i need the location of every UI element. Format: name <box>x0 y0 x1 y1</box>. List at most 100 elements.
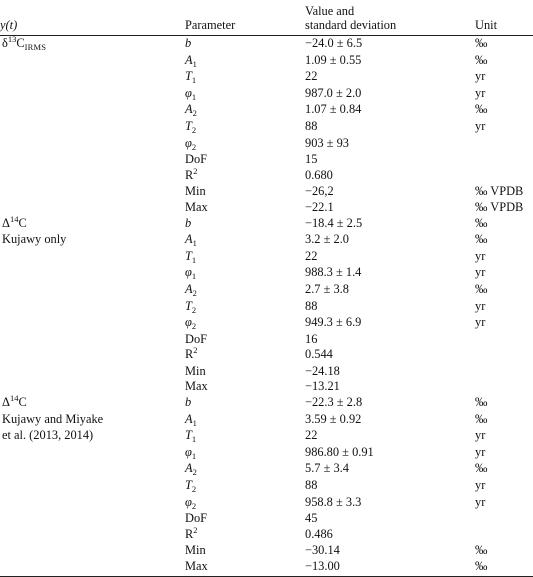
parameter-cell: Min <box>185 184 206 199</box>
parameter-cell: T2 <box>185 298 197 315</box>
unit-cell: yr <box>475 265 486 280</box>
table-row: R2 0.680 <box>0 166 533 185</box>
value-cell: −22.3 ± 2.8 <box>305 395 363 410</box>
value-cell: 22 <box>305 69 318 84</box>
parameter-cell: Max <box>185 199 208 214</box>
table-row: et al. (2013, 2014) T1 22 yr <box>0 428 533 445</box>
unit-cell: ‰ <box>475 52 488 67</box>
unit-cell <box>475 136 533 153</box>
parameter-cell: A2 <box>185 281 197 298</box>
parameter-cell: φ2 <box>185 494 197 511</box>
unit-cell: ‰ <box>475 411 488 426</box>
unit-cell: yr <box>475 248 486 263</box>
value-cell: −26,2 <box>305 184 334 199</box>
group-label: et al. (2013, 2014) <box>2 428 94 443</box>
table-row: Max −13.00 ‰ <box>0 559 533 575</box>
header-unit: Unit <box>475 18 498 32</box>
row-label-cell <box>0 364 185 380</box>
row-label-cell <box>0 379 185 395</box>
unit-cell: yr <box>475 298 486 313</box>
row-label-cell <box>0 347 185 364</box>
row-label-cell <box>0 53 185 70</box>
table-row: A1 1.09 ± 0.55 ‰ <box>0 53 533 70</box>
unit-cell: yr <box>475 85 486 100</box>
table-row: A2 5.7 ± 3.4 ‰ <box>0 461 533 478</box>
row-label-cell <box>0 136 185 153</box>
unit-cell: yr <box>475 118 486 133</box>
value-cell: 0.486 <box>305 526 333 541</box>
table-row: φ1 986.80 ± 0.91 yr <box>0 445 533 462</box>
row-label-cell <box>0 200 185 216</box>
row-label-cell: et al. (2013, 2014) <box>0 428 185 445</box>
table-row: T1 22 yr <box>0 69 533 86</box>
row-label-cell: Kujawy only <box>0 232 185 249</box>
parameter-cell: A2 <box>185 461 197 478</box>
parameter-cell: b <box>185 215 192 230</box>
table-row: Max −13.21 <box>0 379 533 395</box>
row-label-cell <box>0 86 185 103</box>
value-cell: −22.1 <box>305 199 334 214</box>
parameters-table: y(t) Parameter Value and standard deviati… <box>0 4 533 575</box>
unit-cell <box>475 527 533 544</box>
unit-cell: yr <box>475 494 486 509</box>
parameter-cell: DoF <box>185 152 208 167</box>
group-label: Kujawy and Miyake <box>2 411 104 426</box>
table-row: Δ14C b −18.4 ± 2.5 ‰ <box>0 214 533 233</box>
row-label-cell <box>0 184 185 200</box>
value-cell: 3.2 ± 2.0 <box>305 232 349 247</box>
unit-cell: yr <box>475 69 486 84</box>
table-row: DoF 15 <box>0 152 533 168</box>
table-row: Kujawy and Miyake A1 3.59 ± 0.92 ‰ <box>0 412 533 429</box>
table-row: Min −24.18 <box>0 364 533 380</box>
value-cell: 22 <box>305 428 318 443</box>
row-label-cell: Δ14C <box>0 214 185 233</box>
value-cell: −30.14 <box>305 543 340 558</box>
row-label-cell <box>0 69 185 86</box>
row-label-cell <box>0 299 185 316</box>
value-cell: 949.3 ± 6.9 <box>305 315 362 330</box>
parameter-cell: φ1 <box>185 265 197 282</box>
table-row: T2 88 yr <box>0 478 533 495</box>
row-label-cell <box>0 265 185 282</box>
value-cell: 15 <box>305 152 318 167</box>
parameter-cell: T2 <box>185 118 197 135</box>
parameter-cell: A1 <box>185 411 197 428</box>
row-label-cell <box>0 315 185 332</box>
value-cell: 45 <box>305 511 318 526</box>
value-cell: 958.8 ± 3.3 <box>305 494 362 509</box>
group-label: Δ14C <box>2 393 27 410</box>
unit-cell: yr <box>475 428 486 443</box>
row-label-cell <box>0 282 185 299</box>
parameter-cell: DoF <box>185 331 208 346</box>
group-label: Kujawy only <box>2 232 67 247</box>
table-body: δ13CIRMS b −24.0 ± 6.5 ‰ A1 1.09 ± 0.55 ‰ T1 22 y… <box>0 34 533 575</box>
parameter-cell: b <box>185 36 192 50</box>
parameter-cell: b <box>185 395 192 410</box>
unit-cell: ‰ <box>475 543 488 558</box>
value-cell: 3.59 ± 0.92 <box>305 411 362 426</box>
row-label-cell <box>0 511 185 527</box>
value-cell: 16 <box>305 331 318 346</box>
unit-cell: ‰ <box>475 559 488 573</box>
table-row: Kujawy only A1 3.2 ± 2.0 ‰ <box>0 232 533 249</box>
row-label-cell <box>0 445 185 462</box>
value-cell: 1.07 ± 0.84 <box>305 102 362 117</box>
value-cell: −13.00 <box>305 559 340 573</box>
value-cell: 987.0 ± 2.0 <box>305 85 362 100</box>
table-header-row: y(t) Parameter Value and standard deviati… <box>0 4 533 36</box>
value-cell: 903 ± 93 <box>305 135 349 150</box>
unit-cell: ‰ <box>475 232 488 247</box>
table-row: Max −22.1 ‰ VPDB <box>0 200 533 216</box>
unit-cell <box>475 364 533 380</box>
table-row: T2 88 yr <box>0 299 533 316</box>
table-row: R2 0.486 <box>0 524 533 544</box>
value-cell: 0.544 <box>305 347 333 362</box>
row-label-cell <box>0 478 185 495</box>
table-row: φ1 987.0 ± 2.0 yr <box>0 86 533 103</box>
parameter-cell: Min <box>185 363 206 378</box>
parameter-cell: R2 <box>185 524 198 541</box>
unit-cell: yr <box>475 444 486 459</box>
unit-cell: ‰ VPDB <box>475 199 524 214</box>
header-yt: y(t) <box>0 18 18 32</box>
